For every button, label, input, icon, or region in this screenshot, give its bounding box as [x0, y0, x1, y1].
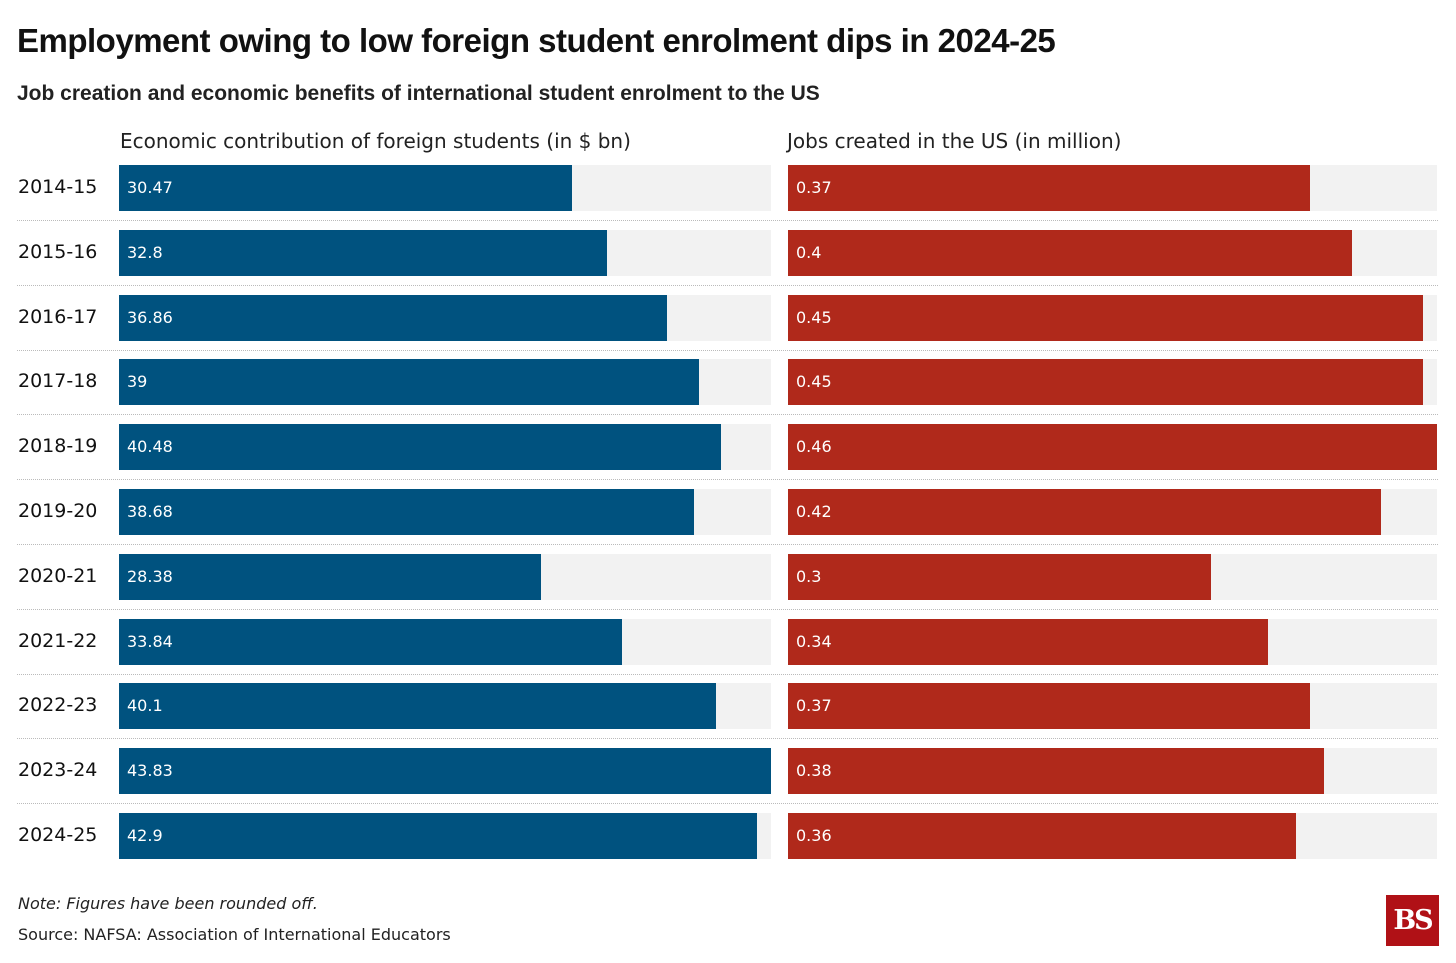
- panel-title-economic: Economic contribution of foreign student…: [120, 129, 631, 153]
- bar-jobs: 0.38: [788, 748, 1325, 795]
- bar-jobs: 0.46: [788, 424, 1437, 471]
- row-divider: [17, 220, 1438, 221]
- category-label: 2014-15: [18, 176, 98, 198]
- data-label: 0.45: [796, 372, 832, 392]
- category-label: 2018-19: [18, 435, 98, 458]
- category-label: 2019-20: [18, 500, 98, 522]
- logo-text: BS: [1393, 905, 1433, 936]
- bar-jobs: 0.45: [788, 294, 1423, 341]
- bar-economic: 38.68: [119, 489, 695, 535]
- data-label: 0.37: [796, 178, 832, 197]
- bar-economic: 43.83: [119, 748, 771, 795]
- row-divider: [17, 738, 1438, 740]
- data-label: 0.42: [796, 502, 832, 521]
- category-label: 2015-16: [18, 240, 98, 263]
- data-label: 30.47: [127, 178, 173, 197]
- data-label: 40.48: [127, 437, 173, 457]
- bar-economic: 40.1: [119, 683, 716, 730]
- category-label: 2021-22: [18, 629, 98, 652]
- bar-track: 0.36: [788, 813, 1437, 859]
- data-label: 38.68: [127, 502, 173, 521]
- category-label: 2024-25: [18, 824, 98, 846]
- data-label: 39: [127, 372, 148, 392]
- bar-track: 32.8: [119, 229, 771, 276]
- data-label: 42.9: [127, 826, 163, 845]
- bar-track: 43.83: [119, 748, 771, 795]
- bar-economic: 39: [119, 359, 700, 406]
- bar-jobs: 0.37: [788, 165, 1311, 211]
- data-label: 0.37: [796, 696, 832, 716]
- category-label: 2023-24: [18, 759, 98, 782]
- bar-economic: 32.8: [119, 229, 607, 276]
- data-label: 0.4: [796, 242, 822, 262]
- row-divider: [17, 803, 1438, 805]
- row-divider: [17, 673, 1438, 675]
- bar-track: 0.4: [788, 229, 1437, 276]
- row-divider: [17, 544, 1438, 545]
- source: Source: NAFSA: Association of Internatio…: [18, 925, 451, 944]
- bar-track: 0.37: [788, 165, 1437, 211]
- bar-track: 40.1: [119, 683, 771, 730]
- bar-track: 38.68: [119, 489, 771, 535]
- bar-track: 0.45: [788, 294, 1437, 341]
- data-label: 0.34: [796, 631, 832, 651]
- panel-title-jobs: Jobs created in the US (in million): [787, 129, 1122, 153]
- row-divider: [17, 608, 1438, 610]
- bar-economic: 33.84: [119, 618, 623, 665]
- bs-logo: BS: [1386, 895, 1439, 946]
- row-divider: [17, 479, 1438, 481]
- bar-jobs: 0.42: [788, 489, 1381, 535]
- category-label: 2016-17: [18, 305, 98, 328]
- bar-economic: 30.47: [119, 165, 573, 211]
- data-label: 33.84: [127, 631, 173, 651]
- bar-jobs: 0.3: [788, 553, 1212, 600]
- bar-track: 42.9: [119, 813, 771, 859]
- data-label: 32.8: [127, 242, 163, 262]
- bar-track: 40.48: [119, 424, 771, 471]
- bar-track: 39: [119, 359, 771, 406]
- row-divider: [17, 284, 1438, 286]
- bar-track: 0.3: [788, 553, 1437, 600]
- bar-economic: 40.48: [119, 424, 722, 471]
- chart-title: Employment owing to low foreign student …: [17, 22, 1056, 59]
- chart-subtitle: Job creation and economic benefits of in…: [17, 82, 820, 105]
- data-label: 0.45: [796, 307, 832, 327]
- category-label: 2020-21: [18, 564, 98, 587]
- data-label: 36.86: [127, 307, 173, 327]
- data-label: 0.36: [796, 826, 832, 845]
- bar-track: 30.47: [119, 165, 771, 211]
- bar-track: 0.42: [788, 489, 1437, 535]
- data-label: 28.38: [127, 566, 173, 586]
- data-label: 0.38: [796, 761, 832, 781]
- data-label: 0.46: [796, 437, 832, 457]
- category-label: 2017-18: [18, 370, 98, 393]
- row-divider: [17, 414, 1438, 416]
- category-label: 2022-23: [18, 694, 98, 717]
- note: Note: Figures have been rounded off.: [18, 894, 318, 913]
- bar-track: 33.84: [119, 618, 771, 665]
- bar-track: 0.38: [788, 748, 1437, 795]
- bar-track: 28.38: [119, 553, 771, 600]
- bar-jobs: 0.45: [788, 359, 1423, 406]
- bar-economic: 42.9: [119, 813, 758, 859]
- bar-track: 0.37: [788, 683, 1437, 730]
- bar-jobs: 0.37: [788, 683, 1311, 730]
- bar-track: 36.86: [119, 294, 771, 341]
- data-label: 43.83: [127, 761, 173, 781]
- bar-track: 0.46: [788, 424, 1437, 471]
- bar-jobs: 0.4: [788, 229, 1353, 276]
- bar-track: 0.34: [788, 618, 1437, 665]
- bar-economic: 28.38: [119, 553, 542, 600]
- data-label: 0.3: [796, 566, 822, 586]
- data-label: 40.1: [127, 696, 163, 716]
- bar-economic: 36.86: [119, 294, 668, 341]
- row-divider: [17, 349, 1438, 351]
- bar-jobs: 0.36: [788, 813, 1296, 859]
- bar-jobs: 0.34: [788, 618, 1268, 665]
- bar-track: 0.45: [788, 359, 1437, 406]
